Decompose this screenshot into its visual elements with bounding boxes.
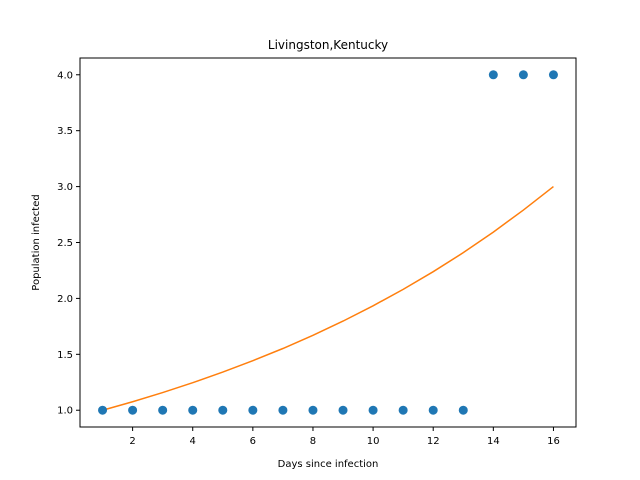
y-tick-label: 3.5 xyxy=(57,126,73,137)
data-point xyxy=(128,405,138,415)
y-tick-label: 1.5 xyxy=(57,350,73,361)
data-point xyxy=(248,405,258,415)
data-point xyxy=(158,405,168,415)
axis-ticks: 2 4 6 8 10 12 14 16 1.0 1.5 2.0 2.5 3.0 3.5 4.0 xyxy=(57,70,560,447)
y-tick-label: 2.5 xyxy=(57,238,73,249)
data-point xyxy=(428,405,438,415)
x-tick-label: 8 xyxy=(310,436,316,447)
x-tick-label: 10 xyxy=(367,436,380,447)
chart-title: Livingston,Kentucky xyxy=(268,38,388,52)
y-tick-label: 3.0 xyxy=(57,182,73,193)
data-point xyxy=(218,405,228,415)
y-axis-label: Population infected xyxy=(31,194,42,290)
data-point xyxy=(488,70,498,80)
x-tick-label: 16 xyxy=(547,436,560,447)
plot-frame xyxy=(79,57,577,428)
data-point xyxy=(398,405,408,415)
y-tick-label: 1.0 xyxy=(57,406,73,417)
x-tick-label: 4 xyxy=(190,436,196,447)
data-point xyxy=(548,70,558,80)
data-point xyxy=(518,70,528,80)
data-point xyxy=(368,405,378,415)
x-tick-label: 14 xyxy=(487,436,500,447)
plot-area xyxy=(98,70,558,415)
data-point xyxy=(188,405,198,415)
y-tick-label: 4.0 xyxy=(57,70,73,81)
data-point xyxy=(338,405,348,415)
x-tick-label: 6 xyxy=(250,436,256,447)
data-point xyxy=(308,405,318,415)
x-tick-label: 2 xyxy=(129,436,135,447)
x-axis-label: Days since infection xyxy=(278,459,379,470)
data-point xyxy=(278,405,288,415)
fit-line xyxy=(102,185,554,411)
x-tick-label: 12 xyxy=(427,436,440,447)
data-point xyxy=(98,405,108,415)
data-point xyxy=(458,405,468,415)
y-tick-label: 2.0 xyxy=(57,294,73,305)
